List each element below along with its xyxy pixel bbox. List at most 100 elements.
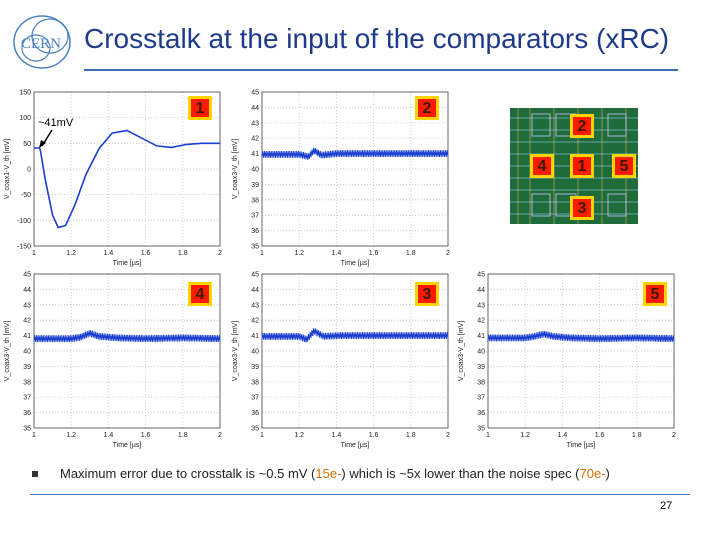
chart-3: 1 1.2 1.4 1.6 1.8 2 45 44 43 42 41 40 39 38 37 36 35 Time… [232, 272, 450, 450]
x-tick-label: 1.2 [66, 250, 76, 257]
chip-badge-5: 5 [612, 154, 636, 178]
y-tick-label: -100 [17, 218, 31, 225]
x-tick-label: 1.6 [141, 432, 151, 439]
y-axis-label: V_coax3-V_th [mV] [458, 321, 465, 381]
y-tick-label: 37 [251, 213, 259, 220]
chip-badge-2: 2 [570, 114, 594, 138]
y-tick-label: 43 [251, 302, 259, 309]
x-tick-label: 1.4 [332, 432, 342, 439]
footer-part-4: ) [605, 466, 610, 481]
y-tick-label: 36 [23, 410, 31, 417]
series-noise [261, 147, 449, 160]
footer-part-0: Maximum error due to crosstalk is ~0.5 m… [60, 466, 316, 481]
x-tick-label: 1.4 [104, 250, 114, 257]
y-tick-label: 37 [251, 395, 259, 402]
x-tick-label: 1 [486, 432, 490, 439]
y-tick-label: 45 [251, 272, 259, 279]
y-axis-label: V_coax3-V_th [mV] [232, 139, 239, 199]
y-tick-label: 44 [251, 105, 259, 112]
x-tick-label: 1.6 [141, 250, 151, 257]
x-tick-label: 1.4 [558, 432, 568, 439]
y-tick-label: -50 [21, 192, 31, 199]
y-tick-label: -150 [17, 244, 31, 251]
y-tick-label: 44 [251, 287, 259, 294]
series-line [34, 332, 221, 340]
y-tick-label: 36 [251, 228, 259, 235]
y-tick-label: 38 [23, 379, 31, 386]
chart-4: 1 1.2 1.4 1.6 1.8 2 45 44 43 42 41 40 39 38 37 36 35 Time… [4, 272, 222, 450]
x-tick-label: 1 [260, 432, 264, 439]
y-tick-label: 39 [251, 182, 259, 189]
y-tick-label: 39 [477, 364, 485, 371]
chip-badge-1: 1 [570, 154, 594, 178]
x-tick-label: 1.8 [178, 250, 188, 257]
x-tick-label: 1.8 [632, 432, 642, 439]
chart-5: 1 1.2 1.4 1.6 1.8 2 45 44 43 42 41 40 39 38 37 36 35 Time… [458, 272, 676, 450]
chart-panel-5: 1 1.2 1.4 1.6 1.8 2 45 44 43 42 41 40 39 38 37 36 35 Time… [454, 268, 684, 454]
chart-panel-1: 1 1.2 1.4 1.6 1.8 2 150 100 50 0 -50 -100 -150 Time [… [0, 86, 230, 272]
footer-part-3: 70e- [579, 466, 606, 481]
x-tick-label: 1 [32, 250, 36, 257]
amplitude-annotation: ~41mV [38, 117, 74, 129]
y-tick-label: 43 [477, 302, 485, 309]
y-tick-label: 42 [23, 318, 31, 325]
cern-logo: CERN [8, 8, 76, 74]
y-tick-label: 38 [251, 379, 259, 386]
y-tick-label: 50 [23, 141, 31, 148]
x-axis-label: Time [µs] [567, 442, 596, 449]
y-tick-label: 150 [19, 90, 31, 97]
y-tick-label: 38 [477, 379, 485, 386]
x-axis-label: Time [µs] [113, 442, 142, 449]
y-tick-label: 36 [477, 410, 485, 417]
series-line [34, 129, 220, 229]
y-tick-label: 39 [251, 364, 259, 371]
series-noise [33, 330, 221, 343]
series-noise [261, 328, 449, 343]
y-tick-label: 45 [477, 272, 485, 279]
y-tick-label: 41 [23, 333, 31, 340]
x-tick-label: 1.8 [406, 250, 416, 257]
footer-part-1: 15e- [315, 466, 342, 481]
svg-text:CERN: CERN [21, 36, 61, 52]
x-tick-label: 2 [218, 250, 222, 257]
plot-frame [487, 273, 675, 429]
y-tick-label: 42 [251, 136, 259, 143]
x-tick-label: 1 [260, 250, 264, 257]
series-line [262, 329, 448, 341]
chart-2: 1 1.2 1.4 1.6 1.8 2 45 44 43 42 41 40 39 38 37 36 35 Time… [232, 90, 450, 268]
badge-1: 1 [188, 96, 212, 120]
y-tick-label: 44 [23, 287, 31, 294]
plot-frame [33, 273, 221, 429]
badge-4: 4 [188, 282, 212, 306]
badge-2: 2 [415, 96, 439, 120]
x-tick-label: 2 [446, 432, 450, 439]
y-tick-label: 45 [23, 272, 31, 279]
y-tick-label: 35 [23, 426, 31, 433]
y-tick-label: 42 [251, 318, 259, 325]
y-tick-label: 40 [477, 349, 485, 356]
y-tick-label: 35 [477, 426, 485, 433]
y-tick-label: 40 [23, 349, 31, 356]
y-tick-label: 42 [477, 318, 485, 325]
x-tick-label: 1.6 [369, 432, 379, 439]
chart-panel-4: 1 1.2 1.4 1.6 1.8 2 45 44 43 42 41 40 39 38 37 36 35 Time… [0, 268, 230, 454]
page-number: 27 [660, 500, 673, 512]
x-axis-label: Time [µs] [341, 260, 370, 267]
y-tick-label: 43 [251, 120, 259, 127]
y-tick-label: 44 [477, 287, 485, 294]
footer-rule [30, 494, 690, 495]
series-line [488, 333, 675, 340]
series-line [262, 149, 448, 158]
chip-badge-4: 4 [530, 154, 554, 178]
y-tick-label: 43 [23, 302, 31, 309]
x-tick-label: 1 [32, 432, 36, 439]
x-tick-label: 1.2 [294, 250, 304, 257]
y-tick-label: 41 [251, 333, 259, 340]
chart-panel-2: 1 1.2 1.4 1.6 1.8 2 45 44 43 42 41 40 39 38 37 36 35 Time… [228, 86, 458, 272]
x-tick-label: 1.2 [66, 432, 76, 439]
plot-frame [33, 91, 221, 247]
y-tick-label: 40 [251, 167, 259, 174]
y-tick-label: 37 [477, 395, 485, 402]
x-tick-label: 1.2 [520, 432, 530, 439]
y-axis-label: V_coax3-V_th [mV] [4, 321, 11, 381]
